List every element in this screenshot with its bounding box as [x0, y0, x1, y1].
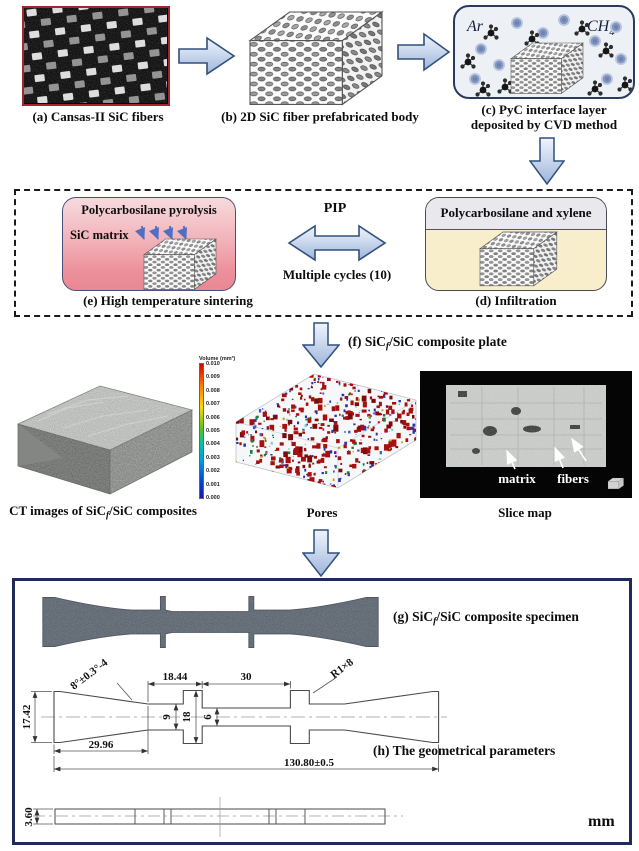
- caption-panel-d: (d) Infiltration: [475, 293, 557, 308]
- dim-fillet-radius: R1×8: [329, 659, 357, 681]
- colorbar-ticks: 0.010 0.009 0.008 0.007 0.006 0.005 0.00…: [206, 361, 220, 501]
- colorbar-tick: 0.010: [206, 361, 220, 367]
- caption-panel-a: (a) Cansas-II SiC fibers: [32, 109, 164, 124]
- fiber-preform-graphic: [249, 11, 383, 105]
- infiltration-header: Polycarbosilane and xylene: [426, 198, 606, 230]
- pores-image: [235, 373, 417, 489]
- fiber-photo: [22, 6, 170, 106]
- caption-geometry: (h) The geometrical parameters: [373, 743, 556, 758]
- pyrolysis-arrows-icon: [135, 225, 188, 240]
- weave-block: [479, 231, 558, 287]
- arrow-down-icon: [529, 137, 565, 185]
- colorbar-tick: 0.009: [206, 374, 220, 381]
- composite-plate-label: (f) SiCf/SiC composite plate: [348, 334, 507, 352]
- specimen-box: (g) SiCf/SiC composite specimen: [12, 578, 632, 845]
- colorbar-tick: 0.005: [206, 427, 220, 434]
- dim-neck-length: 18.44: [163, 671, 188, 683]
- dim-taper-angle: 8°±0.3°-4: [68, 659, 110, 692]
- geometry-drawing: 17.42 29.96 130.80±0.5 18.44 30 8°±0.3°-…: [21, 659, 447, 772]
- dim-gauge-length: 30: [241, 671, 253, 683]
- colorbar-tick: 0.006: [206, 414, 220, 421]
- fiber-weave-texture: [24, 8, 167, 103]
- colorbar-gradient: [199, 363, 204, 499]
- slice-fibers-label: fibers: [557, 471, 589, 486]
- colorbar-tick: 0.000: [206, 494, 220, 501]
- pip-cycle-box: [14, 189, 633, 317]
- slice-matrix-label: matrix: [498, 471, 536, 486]
- dim-grip-width: 17.42: [21, 704, 33, 729]
- arrow-down-icon: [302, 322, 340, 368]
- arrow-right-icon: [397, 32, 451, 72]
- caption-slice: Slice map: [498, 505, 552, 520]
- colorbar-tick: 0.002: [206, 468, 220, 475]
- slice-arrows: [506, 437, 587, 470]
- slice-map-image: matrix fibers: [420, 371, 632, 498]
- caption-pores: Pores: [306, 505, 338, 520]
- side-view-drawing: 3.60: [25, 797, 403, 837]
- sintering-panel: Polycarbosilane pyrolysis SiC matrix: [62, 197, 236, 291]
- ct-colorbar: Volume (mm³) 0.010 0.009 0.008 0.007 0.0…: [199, 356, 243, 508]
- specimen-photo: [42, 596, 379, 648]
- caption-specimen: (g) SiCf/SiC composite specimen: [393, 609, 579, 627]
- arrow-right-icon: [178, 36, 236, 76]
- ct-block-image: [16, 385, 194, 495]
- gas-ch4-label: CH4: [587, 18, 615, 38]
- caption-panel-e: (e) High temperature sintering: [83, 293, 253, 308]
- dim-taper-length: 29.96: [89, 739, 114, 751]
- dim-neck-width: 9: [161, 714, 173, 720]
- caption-ct: CT images of SiCf/SiC composites: [9, 503, 197, 521]
- cvd-chamber-graphic: Ar CH4: [459, 14, 633, 97]
- sic-matrix-label: SiC matrix: [70, 228, 129, 242]
- cycles-label: Multiple cycles (10): [282, 267, 392, 282]
- colorbar-tick: 0.007: [206, 401, 220, 408]
- colorbar-tick: 0.008: [206, 387, 220, 394]
- gas-ar-label: Ar: [466, 18, 484, 35]
- slice-orientation-cube: [607, 477, 624, 489]
- pip-label: PIP: [323, 201, 347, 216]
- arrow-double-horizontal-icon: [287, 224, 387, 262]
- cvd-chamber-panel: Ar CH4: [453, 5, 635, 99]
- colorbar-title: Volume (mm³): [199, 356, 236, 362]
- colorbar-tick: 0.004: [206, 441, 220, 448]
- dim-total-length: 130.80±0.5: [284, 757, 335, 769]
- caption-panel-b: (b) 2D SiC fiber prefabricated body: [221, 109, 419, 124]
- weave-block: [510, 42, 584, 94]
- colorbar-tick: 0.001: [206, 481, 220, 488]
- pores-speckles: [236, 374, 416, 488]
- caption-panel-c: (c) PyC interface layer deposited by CVD…: [470, 102, 618, 132]
- dim-thickness: 3.60: [25, 807, 35, 827]
- pyrolysis-title: Polycarbosilane pyrolysis: [81, 203, 217, 217]
- arrow-down-icon: [302, 529, 340, 577]
- colorbar-tick: 0.003: [206, 454, 220, 461]
- unit-label: mm: [588, 813, 615, 830]
- infiltration-panel: Polycarbosilane and xylene: [425, 197, 607, 291]
- dim-tab-width: 18: [181, 711, 193, 723]
- weave-block: [143, 238, 217, 290]
- dim-gauge-width: 6: [202, 714, 214, 720]
